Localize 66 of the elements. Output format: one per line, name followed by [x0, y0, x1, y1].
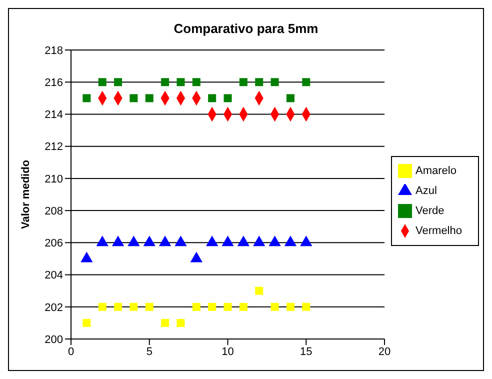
y-tick-label: 206 [44, 238, 63, 250]
point [130, 94, 138, 102]
point [302, 78, 310, 86]
point [80, 252, 93, 262]
point [161, 318, 170, 327]
point [176, 78, 185, 86]
legend-label: Amarelo [416, 165, 456, 177]
y-tick-label: 216 [44, 77, 63, 90]
point [268, 236, 281, 246]
point [112, 236, 124, 246]
y-tick-label: 218 [44, 44, 63, 57]
point [128, 236, 140, 246]
point [190, 252, 202, 262]
y-tick-label: 200 [44, 334, 63, 346]
point [176, 318, 185, 327]
point [300, 236, 312, 246]
x-tick-label: 20 [378, 346, 391, 358]
point [114, 302, 122, 311]
y-tick-label: 210 [44, 173, 63, 186]
point [270, 78, 279, 86]
point [82, 318, 91, 327]
point [98, 78, 106, 86]
point [255, 78, 264, 86]
point [158, 236, 172, 246]
point [145, 302, 154, 311]
point [98, 302, 106, 311]
point [239, 78, 248, 86]
y-tick-label: 208 [44, 205, 63, 218]
y-tick-label: 214 [44, 109, 63, 122]
point [145, 94, 154, 102]
point [174, 236, 187, 246]
point [286, 302, 294, 311]
point [130, 302, 138, 311]
point [96, 236, 108, 246]
point [253, 236, 266, 246]
point [208, 94, 216, 102]
point [255, 286, 264, 295]
x-tick-label: 15 [300, 346, 312, 358]
point [114, 78, 122, 86]
y-tick-label: 204 [44, 270, 63, 282]
x-tick-label: 5 [146, 346, 152, 358]
y-axis-title: Valor medido [20, 160, 32, 230]
point [208, 302, 216, 311]
point [222, 236, 234, 246]
point [192, 78, 200, 86]
point [284, 236, 297, 246]
x-tick-label: 0 [68, 346, 74, 358]
point [161, 78, 170, 86]
point [286, 94, 294, 102]
y-tick-label: 212 [44, 141, 63, 154]
point [82, 94, 91, 102]
point [143, 236, 156, 246]
y-tick-label: 202 [44, 302, 63, 314]
point [239, 302, 248, 311]
legend-label: Verde [416, 205, 444, 217]
point [224, 302, 232, 311]
chart-title: Comparativo para 5mm [172, 21, 320, 36]
point [224, 94, 232, 102]
point [270, 302, 279, 311]
point [302, 302, 310, 311]
legend-label: Vermelho [416, 225, 462, 237]
x-tick-label: 10 [222, 346, 234, 358]
point [206, 236, 218, 246]
point [192, 302, 200, 311]
point [237, 236, 250, 246]
legend-label: Azul [416, 185, 437, 197]
